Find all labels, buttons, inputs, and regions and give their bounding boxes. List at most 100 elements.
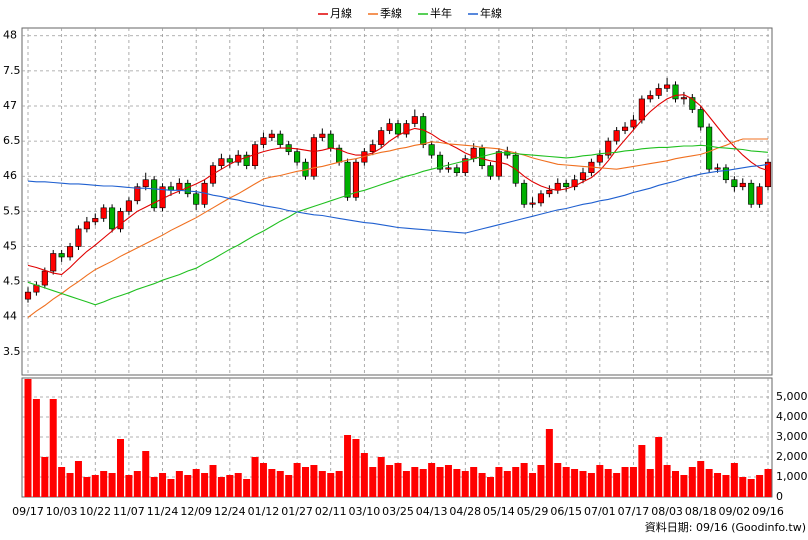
y2-tick-label: 3,000: [776, 430, 808, 443]
x-tick-label: 09/02: [719, 505, 751, 518]
x-tick-label: 05/14: [483, 505, 515, 518]
candle-body: [352, 161, 360, 198]
volume-bar: [192, 469, 200, 497]
volume-bar: [175, 471, 183, 497]
candle-body: [394, 123, 402, 135]
candle-body: [647, 95, 654, 100]
y2-tick-label: 2,000: [776, 450, 808, 463]
volume-bar: [201, 473, 209, 497]
volume-bar: [495, 467, 503, 497]
volume-bar: [66, 473, 74, 497]
volume-bar: [49, 399, 57, 497]
volume-bar: [554, 463, 562, 497]
volume-bar: [461, 471, 469, 497]
moving-average-line: [27, 163, 769, 234]
volume-bar: [638, 445, 646, 497]
moving-average-line: [27, 138, 768, 318]
candle-body: [100, 207, 107, 219]
candle-body: [722, 167, 730, 181]
y-tick-label: 5.5: [3, 204, 21, 217]
volume-bar: [646, 469, 654, 497]
volume-bar: [217, 477, 225, 497]
candle-body: [546, 189, 553, 195]
volume-bar: [377, 457, 385, 497]
x-tick-label: 01/12: [248, 505, 280, 518]
volume-bar: [369, 467, 377, 497]
volume-bar: [226, 475, 234, 497]
x-tick-label: 12/24: [214, 505, 246, 518]
volume-bar: [512, 467, 520, 497]
x-tick-label: 02/11: [315, 505, 347, 518]
volume-bar: [604, 469, 612, 497]
candle-body: [462, 158, 469, 174]
volume-bar: [688, 467, 696, 497]
candle-body: [731, 179, 738, 188]
candle-body: [268, 133, 275, 138]
volume-bar: [697, 461, 705, 497]
candle-body: [613, 130, 620, 142]
x-tick-label: 08/03: [651, 505, 683, 518]
candle-body: [66, 246, 74, 258]
candle-body: [453, 167, 460, 174]
volume-bar: [478, 473, 486, 497]
candle-body: [706, 126, 713, 170]
candle-body: [50, 253, 57, 272]
legend-label: 月線: [330, 6, 352, 20]
candle-body: [680, 97, 687, 100]
volume-bar: [680, 475, 688, 497]
y-tick-label: 48: [3, 29, 17, 42]
candle-body: [621, 126, 629, 131]
volume-bar: [764, 469, 772, 497]
volume-bar: [259, 463, 267, 497]
volume-bar: [613, 473, 621, 497]
candle-body: [630, 119, 637, 128]
volume-bar: [672, 471, 679, 497]
candle-body: [529, 202, 536, 205]
candle-body: [428, 144, 435, 156]
candle-body: [243, 154, 250, 166]
candle-body: [672, 84, 679, 100]
volume-bar: [327, 473, 335, 497]
volume-bar: [470, 467, 478, 497]
volume-bar: [722, 475, 730, 497]
candle-body: [521, 182, 528, 205]
volume-bar: [579, 471, 587, 497]
volume-bar: [209, 465, 217, 497]
candle-body: [764, 161, 772, 188]
x-tick-label: 03/10: [349, 505, 381, 518]
volume-bar: [487, 477, 494, 497]
y-tick-label: 4.5: [3, 275, 21, 288]
volume-bar: [91, 475, 99, 497]
y-tick-label: 6.5: [3, 134, 21, 147]
candle-body: [125, 200, 132, 212]
y2-tick-label: 0: [776, 490, 783, 503]
y2-tick-label: 4,000: [776, 410, 808, 423]
volume-bar: [108, 473, 116, 497]
volume-bar: [142, 451, 150, 497]
volume-bar: [285, 475, 293, 497]
volume-bar: [663, 465, 671, 497]
candle-body: [277, 133, 284, 145]
volume-bar: [571, 469, 579, 497]
volume-bar: [537, 465, 545, 497]
candle-body: [260, 137, 267, 145]
x-tick-label: 07/17: [618, 505, 650, 518]
volume-bar: [655, 437, 663, 497]
candle-body: [697, 109, 704, 128]
volume-bar: [100, 471, 108, 497]
volume-bar: [83, 477, 91, 497]
x-tick-label: 11/24: [147, 505, 179, 518]
volume-bar: [714, 473, 722, 497]
volume-bar: [41, 457, 49, 497]
candle-body: [638, 98, 645, 121]
volume-bar: [125, 475, 133, 497]
volume-bar: [184, 475, 192, 497]
volume-bar: [243, 479, 251, 497]
volume-bar: [276, 471, 284, 497]
candle-body: [487, 165, 494, 177]
volume-bar: [167, 479, 175, 497]
volume-bar: [150, 477, 158, 497]
x-tick-label: 12/09: [180, 505, 212, 518]
volume-bar: [293, 463, 301, 497]
